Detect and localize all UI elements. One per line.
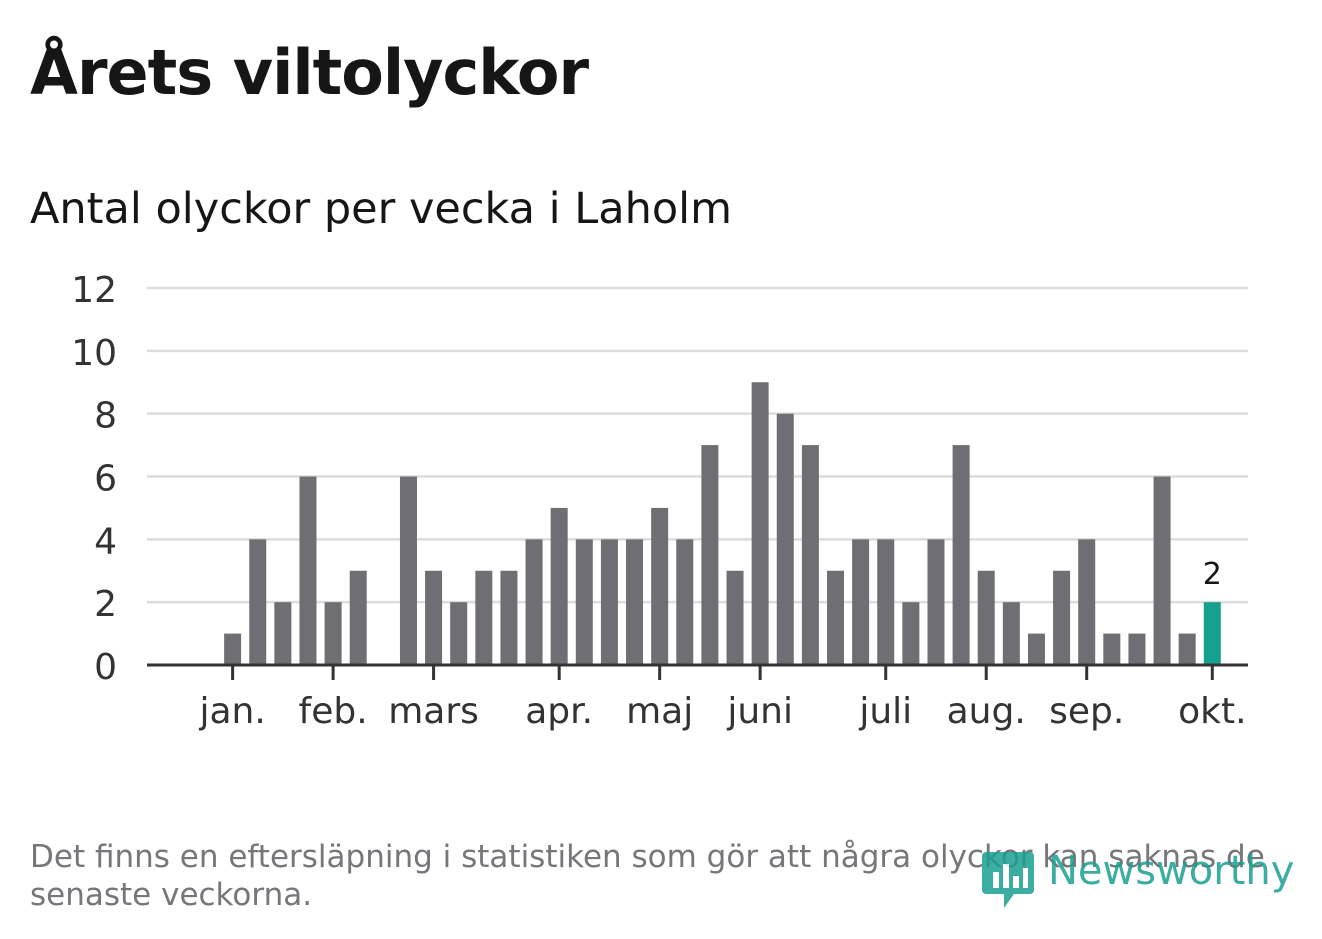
- bar: [1053, 570, 1071, 665]
- y-tick-label: 10: [71, 333, 117, 374]
- y-tick-label: 0: [94, 647, 117, 688]
- bar: [1027, 633, 1045, 665]
- bar-chart: 0 2 4 6 8 10 12 jan. feb. mars apr. maj juni juli aug…: [71, 270, 1248, 732]
- bar: [575, 539, 593, 665]
- y-axis-tick-labels: 0 2 4 6 8 10 12: [71, 270, 117, 688]
- bar: [651, 507, 669, 665]
- bar: [450, 602, 468, 665]
- y-tick-label: 6: [94, 459, 117, 500]
- bar: [902, 602, 920, 665]
- bar: [475, 570, 493, 665]
- highlight-value-label: 2: [1203, 557, 1222, 592]
- x-tick-label: sep.: [1049, 691, 1124, 732]
- bar: [1002, 602, 1020, 665]
- newsworthy-logo: Newsworthy: [982, 846, 1295, 912]
- x-tick-label: okt.: [1178, 691, 1246, 732]
- x-tick-label: juli: [858, 691, 912, 732]
- bar: [349, 570, 367, 665]
- bar: [299, 476, 317, 665]
- bar: [525, 539, 543, 665]
- y-tick-label: 12: [71, 270, 117, 311]
- x-tick-label: aug.: [947, 691, 1026, 732]
- x-tick-label: juni: [726, 691, 793, 732]
- bar: [224, 633, 242, 665]
- bar: [852, 539, 870, 665]
- chart-subtitle: Antal olyckor per vecka i Laholm: [30, 184, 732, 234]
- y-tick-label: 2: [94, 584, 117, 625]
- bar: [249, 539, 267, 665]
- bar: [701, 445, 719, 665]
- chart-title: Årets viltolyckor: [30, 36, 589, 109]
- bar: [626, 539, 644, 665]
- bar: [1078, 539, 1096, 665]
- bar: [274, 602, 292, 665]
- bar: [776, 413, 794, 665]
- bar: [600, 539, 618, 665]
- bar: [550, 507, 568, 665]
- bar: [726, 570, 744, 665]
- logo-text: Newsworthy: [1048, 848, 1295, 894]
- bar: [751, 382, 769, 665]
- bar: [1178, 633, 1196, 665]
- bar: [1153, 476, 1171, 665]
- x-tick-label: maj: [626, 691, 693, 732]
- bar: [425, 570, 443, 665]
- bar: [827, 570, 844, 665]
- highlighted-bar: [1203, 602, 1221, 665]
- bars: [224, 382, 1221, 665]
- x-axis-ticks: jan. feb. mars apr. maj juni juli aug. sep. okt.: [198, 665, 1247, 732]
- bar: [1103, 633, 1121, 665]
- footnote: Det finns en eftersläpning i statistiken…: [30, 839, 1265, 913]
- annotations: 2: [1203, 557, 1222, 592]
- x-tick-label: feb.: [299, 691, 368, 732]
- bar: [977, 570, 995, 665]
- bar-chart-speech-bubble-icon: [982, 852, 1034, 908]
- bar: [399, 476, 417, 665]
- bar: [927, 539, 945, 665]
- bar: [1128, 633, 1146, 665]
- bar: [500, 570, 518, 665]
- bar: [324, 602, 342, 665]
- x-tick-label: jan.: [198, 691, 265, 732]
- x-tick-label: apr.: [525, 691, 593, 732]
- y-tick-label: 8: [94, 396, 117, 437]
- bar: [801, 445, 819, 665]
- bar: [676, 539, 694, 665]
- bar: [877, 539, 895, 665]
- y-tick-label: 4: [94, 521, 117, 562]
- x-tick-label: mars: [388, 691, 479, 732]
- bar: [952, 445, 970, 665]
